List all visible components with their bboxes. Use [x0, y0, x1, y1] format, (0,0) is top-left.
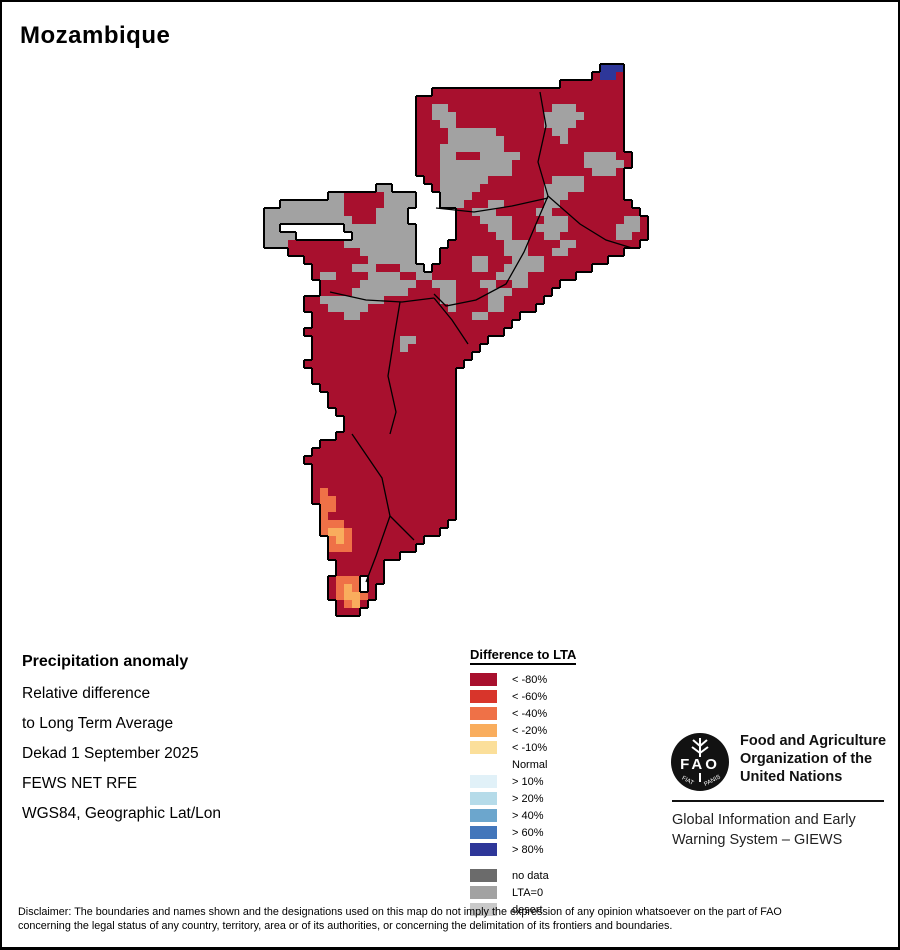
- legend-swatch: [470, 843, 497, 856]
- legend-rows: < -80% < -60% < -40% < -20% < -10% Normal > 10…: [470, 671, 576, 918]
- legend-label: > 10%: [512, 775, 544, 788]
- legend-label: > 80%: [512, 843, 544, 856]
- fao-name-line: Organization of the: [740, 751, 873, 767]
- legend-label: desert: [512, 903, 543, 916]
- legend-item: < -40%: [470, 705, 576, 722]
- wheat-ear-icon: [691, 738, 709, 757]
- legend-swatch: [470, 707, 497, 720]
- legend-label: < -60%: [512, 690, 548, 703]
- legend-swatch: [470, 724, 497, 737]
- giews-line: Global Information and Early: [672, 812, 856, 828]
- fao-logo-icon: FAO FIAT PANIS: [671, 733, 729, 791]
- info-line: to Long Term Average: [22, 715, 174, 732]
- fao-acronym: FAO: [680, 756, 720, 773]
- legend-swatch: [470, 809, 497, 822]
- legend-swatch: [470, 886, 497, 899]
- legend-label: < -40%: [512, 707, 548, 720]
- giews-name: Global Information and Early Warning Sys…: [672, 810, 856, 850]
- legend-label: < -20%: [512, 724, 548, 737]
- info-line: FEWS NET RFE: [22, 775, 138, 792]
- legend-title: Difference to LTA: [470, 647, 577, 665]
- info-line: Dekad 1 September 2025: [22, 745, 199, 762]
- fao-name-line: Food and Agriculture: [740, 733, 887, 749]
- legend-item: > 20%: [470, 790, 576, 807]
- legend-swatch: [470, 826, 497, 839]
- map-legend: Difference to LTA < -80% < -60% < -40% < -2…: [470, 646, 577, 918]
- info-line: Relative difference: [22, 685, 151, 702]
- legend-swatch: [470, 673, 497, 686]
- legend-item: desert: [470, 901, 576, 918]
- fao-name-line: United Nations: [740, 769, 843, 785]
- disclaimer-line: concerning the legal status of any count…: [18, 920, 673, 932]
- legend-item: > 60%: [470, 824, 576, 841]
- legend-swatch: [470, 690, 497, 703]
- disclaimer-line: Disclaimer: The boundaries and names sho…: [18, 906, 782, 918]
- legend-label: no data: [512, 869, 549, 882]
- legend-label: > 20%: [512, 792, 544, 805]
- org-divider-line: [672, 800, 884, 802]
- legend-swatch: [470, 903, 497, 916]
- legend-label: LTA=0: [512, 886, 544, 899]
- fiat-motto: FIAT: [681, 776, 695, 787]
- legend-swatch: [470, 869, 497, 882]
- legend-item: < -60%: [470, 688, 576, 705]
- giews-line: Warning System – GIEWS: [672, 832, 843, 848]
- legend-label: Normal: [512, 758, 548, 771]
- legend-swatch: [470, 741, 497, 754]
- page-title: Mozambique: [20, 22, 171, 49]
- map-info-block: Precipitation anomaly Relative differenc…: [22, 653, 221, 829]
- legend-item: < -80%: [470, 671, 576, 688]
- legend-item: > 80%: [470, 841, 576, 858]
- info-heading: Precipitation anomaly: [22, 653, 189, 670]
- legend-label: < -10%: [512, 741, 548, 754]
- disclaimer: Disclaimer: The boundaries and names sho…: [18, 905, 886, 933]
- legend-label: > 60%: [512, 826, 544, 839]
- legend-item: > 40%: [470, 807, 576, 824]
- legend-label: < -80%: [512, 673, 548, 686]
- legend-item: no data: [470, 867, 576, 884]
- legend-swatch: [470, 792, 497, 805]
- legend-item: < -10%: [470, 739, 576, 756]
- legend-swatch: [470, 775, 497, 788]
- fao-name: Food and Agriculture Organization of the…: [740, 732, 886, 786]
- legend-item: Normal: [470, 756, 576, 773]
- info-line: WGS84, Geographic Lat/Lon: [22, 805, 222, 822]
- legend-label: > 40%: [512, 809, 544, 822]
- legend-item: < -20%: [470, 722, 576, 739]
- legend-item: > 10%: [470, 773, 576, 790]
- legend-item: LTA=0: [470, 884, 576, 901]
